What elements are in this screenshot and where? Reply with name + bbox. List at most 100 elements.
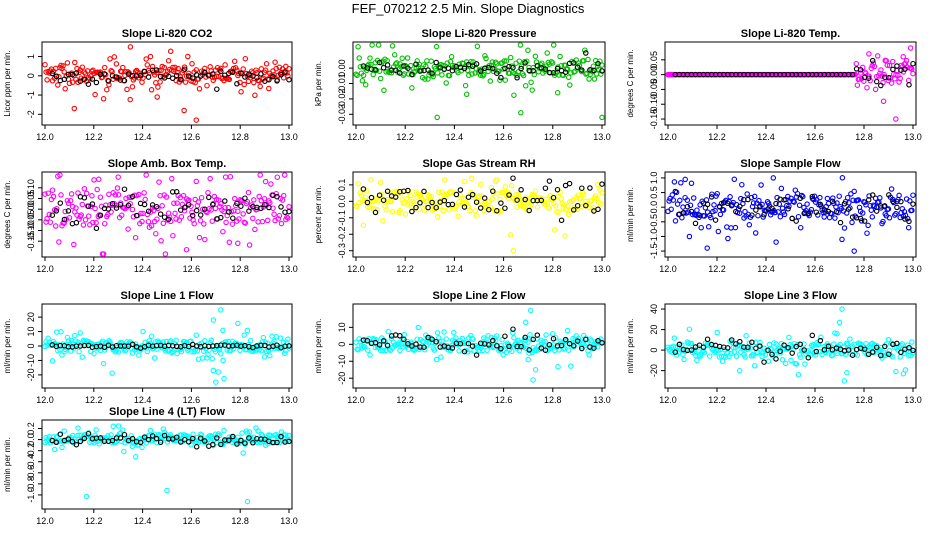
data-point-black [518,65,524,72]
data-point [394,60,400,66]
data-point-black [886,192,892,198]
data-point-black [274,78,280,84]
data-point [87,341,93,347]
data-point-black [368,194,375,201]
data-point-black [813,348,820,355]
data-point-black [433,59,439,66]
data-point [368,176,374,183]
y-tick-label: -20 [649,364,659,377]
data-point-black [429,199,435,206]
data-point [361,344,368,350]
x-tick-label: 12.6 [806,395,824,405]
data-point-black [498,74,504,81]
data-point-black [793,343,799,350]
data-point-black [684,203,691,210]
data-point [369,42,375,48]
data-point [467,207,473,214]
data-point-black [910,347,916,354]
data-point [839,175,846,181]
data-point [118,212,125,219]
data-point [236,216,242,222]
y-tick-label: 0 [649,348,659,353]
data-point-outlier [217,307,224,313]
data-point [139,444,145,451]
data-point [443,336,449,342]
data-point-black [202,438,208,444]
data-point [132,454,139,460]
data-point-black [397,70,403,76]
data-point-black [733,208,739,215]
data-point [832,215,838,221]
data-point-black [825,208,832,215]
data-point-black [797,195,803,202]
data-point [158,238,164,244]
data-point [50,193,57,200]
data-point [198,432,205,438]
data-point [76,348,82,355]
data-point [193,332,200,338]
data-point-black [121,431,128,438]
y-tick-label: -0.1 [337,210,347,226]
data-point-black [583,336,589,343]
panel-3: Slope Li-820 Temp. degrees C per min. 12.0… [626,28,922,142]
data-point-outlier [95,176,102,183]
data-point-black [109,437,116,444]
data-point [580,191,587,197]
data-point [360,222,367,229]
data-point [173,216,179,222]
data-point [62,346,68,353]
data-point [859,210,866,216]
points-group [42,172,292,257]
data-point-outlier [193,117,200,123]
data-point-black [185,439,192,445]
data-point [434,330,441,336]
data-point-black [591,345,597,351]
data-point [173,337,179,343]
data-point-black [197,435,204,441]
data-point [592,193,599,199]
data-point [842,351,849,357]
data-point [786,334,792,341]
data-point-black [258,71,264,77]
x-tick-label: 12.4 [446,264,464,274]
data-point [864,84,870,91]
data-point-black [185,343,192,350]
data-point [191,220,197,227]
data-point-outlier [441,177,448,183]
x-tick-label: 12.4 [757,395,775,405]
data-point [749,351,756,358]
data-point [370,71,376,78]
data-point [104,86,110,93]
x-tick-label: 12.0 [347,132,365,142]
points-group [42,307,292,385]
data-point [546,205,553,211]
data-point [222,62,228,68]
data-point [896,192,902,199]
data-point-black [286,76,292,83]
data-point [678,180,684,186]
data-point [240,211,246,217]
data-point [259,218,266,225]
data-point [503,58,510,64]
data-point [204,82,210,89]
data-point-black [765,347,771,353]
data-point [714,329,720,336]
data-point [45,190,51,196]
panel-2: Slope Li-820 Pressure kPa per min. 12.0 12.… [314,28,611,142]
data-point-black [724,200,731,207]
data-point [509,183,515,189]
data-point [69,79,76,85]
data-point [139,218,145,225]
data-point [459,335,466,342]
data-point [698,224,704,231]
data-point [92,205,98,212]
data-point-black [380,65,387,71]
data-point [397,207,403,214]
x-tick-label: 12.2 [85,395,103,405]
data-point [897,214,903,221]
data-point [908,65,914,71]
data-point [159,203,165,209]
data-point [439,338,445,344]
data-point [750,200,757,206]
data-point [202,236,208,243]
